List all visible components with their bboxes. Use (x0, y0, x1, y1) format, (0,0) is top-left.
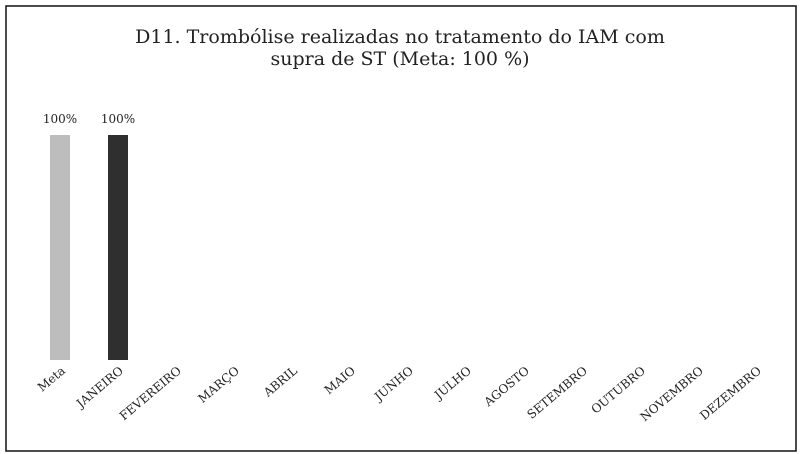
x-tick-label: NOVEMBRO (638, 363, 707, 424)
x-tick-label: AGOSTO (481, 363, 532, 409)
value-label: 100% (43, 112, 77, 126)
chart-title: D11. Trombólise realizadas no tratamento… (135, 26, 665, 70)
bar (108, 135, 128, 360)
x-tick-label: ABRIL (260, 364, 300, 401)
x-tick-label: MAIO (322, 363, 358, 397)
x-tick-label: JULHO (430, 363, 474, 403)
x-tick-label: Meta (35, 364, 68, 395)
x-tick-label: DEZEMBRO (697, 363, 764, 422)
chart-frame (5, 5, 797, 452)
x-tick-label: FEVEREIRO (117, 363, 184, 423)
x-tick-label: MARÇO (195, 363, 242, 405)
bar (50, 135, 70, 360)
x-tick-label: OUTUBRO (589, 363, 648, 416)
x-tick-label: JANEIRO (72, 363, 126, 411)
value-label: 100% (101, 112, 135, 126)
x-tick-label: SETEMBRO (524, 363, 590, 421)
x-tick-label: JUNHO (370, 363, 416, 405)
